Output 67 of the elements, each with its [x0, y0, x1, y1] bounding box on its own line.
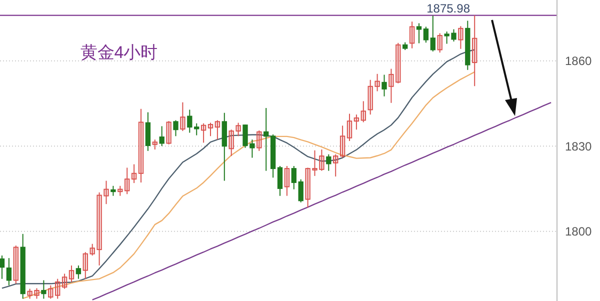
candlestick: [423, 26, 429, 44]
candlestick: [396, 42, 401, 84]
candlestick: [131, 164, 137, 184]
candlestick: [159, 126, 164, 147]
candlestick: [82, 252, 88, 280]
candlestick: [55, 278, 60, 300]
candlestick: [208, 122, 214, 137]
candlestick: [374, 73, 380, 92]
candlestick: [90, 243, 95, 256]
candlestick: [319, 149, 324, 172]
line-series: [22, 71, 476, 300]
candlestick: [145, 112, 151, 152]
line-series: [92, 102, 552, 300]
y-tick-label: 1830: [565, 139, 592, 154]
candlestick: [48, 284, 54, 300]
candlestick: [291, 165, 296, 190]
candlestick: [430, 15, 436, 52]
candlestick: [409, 21, 415, 49]
candlestick: [118, 185, 123, 196]
candlestick: [166, 120, 172, 145]
candlestick: [333, 154, 338, 178]
candlestick: [62, 273, 68, 290]
candlestick: [6, 258, 12, 286]
candlestick: [13, 245, 18, 284]
candlestick: [472, 14, 478, 87]
candlestick: [256, 130, 262, 152]
candlestick: [264, 108, 269, 172]
candlestick: [326, 154, 332, 172]
candlestick: [41, 280, 46, 300]
candlestick: [360, 100, 366, 123]
ref-line-label: 1875.98: [426, 1, 470, 16]
candlestick: [228, 129, 234, 157]
candlestick: [368, 79, 373, 116]
candlestick: [298, 178, 304, 203]
candlestick: [388, 68, 394, 104]
candlestick: [194, 122, 200, 136]
candlestick: [382, 74, 387, 97]
candlestick: [124, 167, 130, 195]
candlestick: [437, 32, 442, 54]
candlestick: [110, 185, 116, 196]
candlestick: [305, 167, 310, 208]
candlestick: [312, 150, 318, 176]
candlestick: [0, 255, 5, 280]
y-tick-label: 1800: [565, 224, 592, 239]
candlestick: [27, 288, 32, 300]
candlestick: [284, 165, 290, 196]
candlestick: [76, 264, 82, 280]
candlestick: [152, 139, 158, 150]
candlestick: [416, 22, 422, 44]
candlestick: [68, 264, 74, 282]
candlestick: [458, 26, 464, 50]
candlestick: [200, 122, 206, 144]
candlestick: [104, 180, 109, 205]
candlestick: [180, 102, 186, 132]
y-tick-label: 1860: [565, 54, 592, 68]
candlestick: [173, 120, 178, 137]
candlestick: [138, 108, 144, 183]
candlestick: [96, 192, 102, 266]
candlestick: [236, 122, 241, 137]
candlestick: [277, 165, 283, 196]
candlestick: [214, 120, 220, 140]
text: 黄金4小时: [80, 42, 158, 62]
candlestick: [346, 113, 352, 142]
candlestick: [340, 125, 346, 158]
candlestick: [34, 288, 40, 300]
candlestick: [354, 114, 360, 130]
candlestick: [187, 109, 192, 134]
